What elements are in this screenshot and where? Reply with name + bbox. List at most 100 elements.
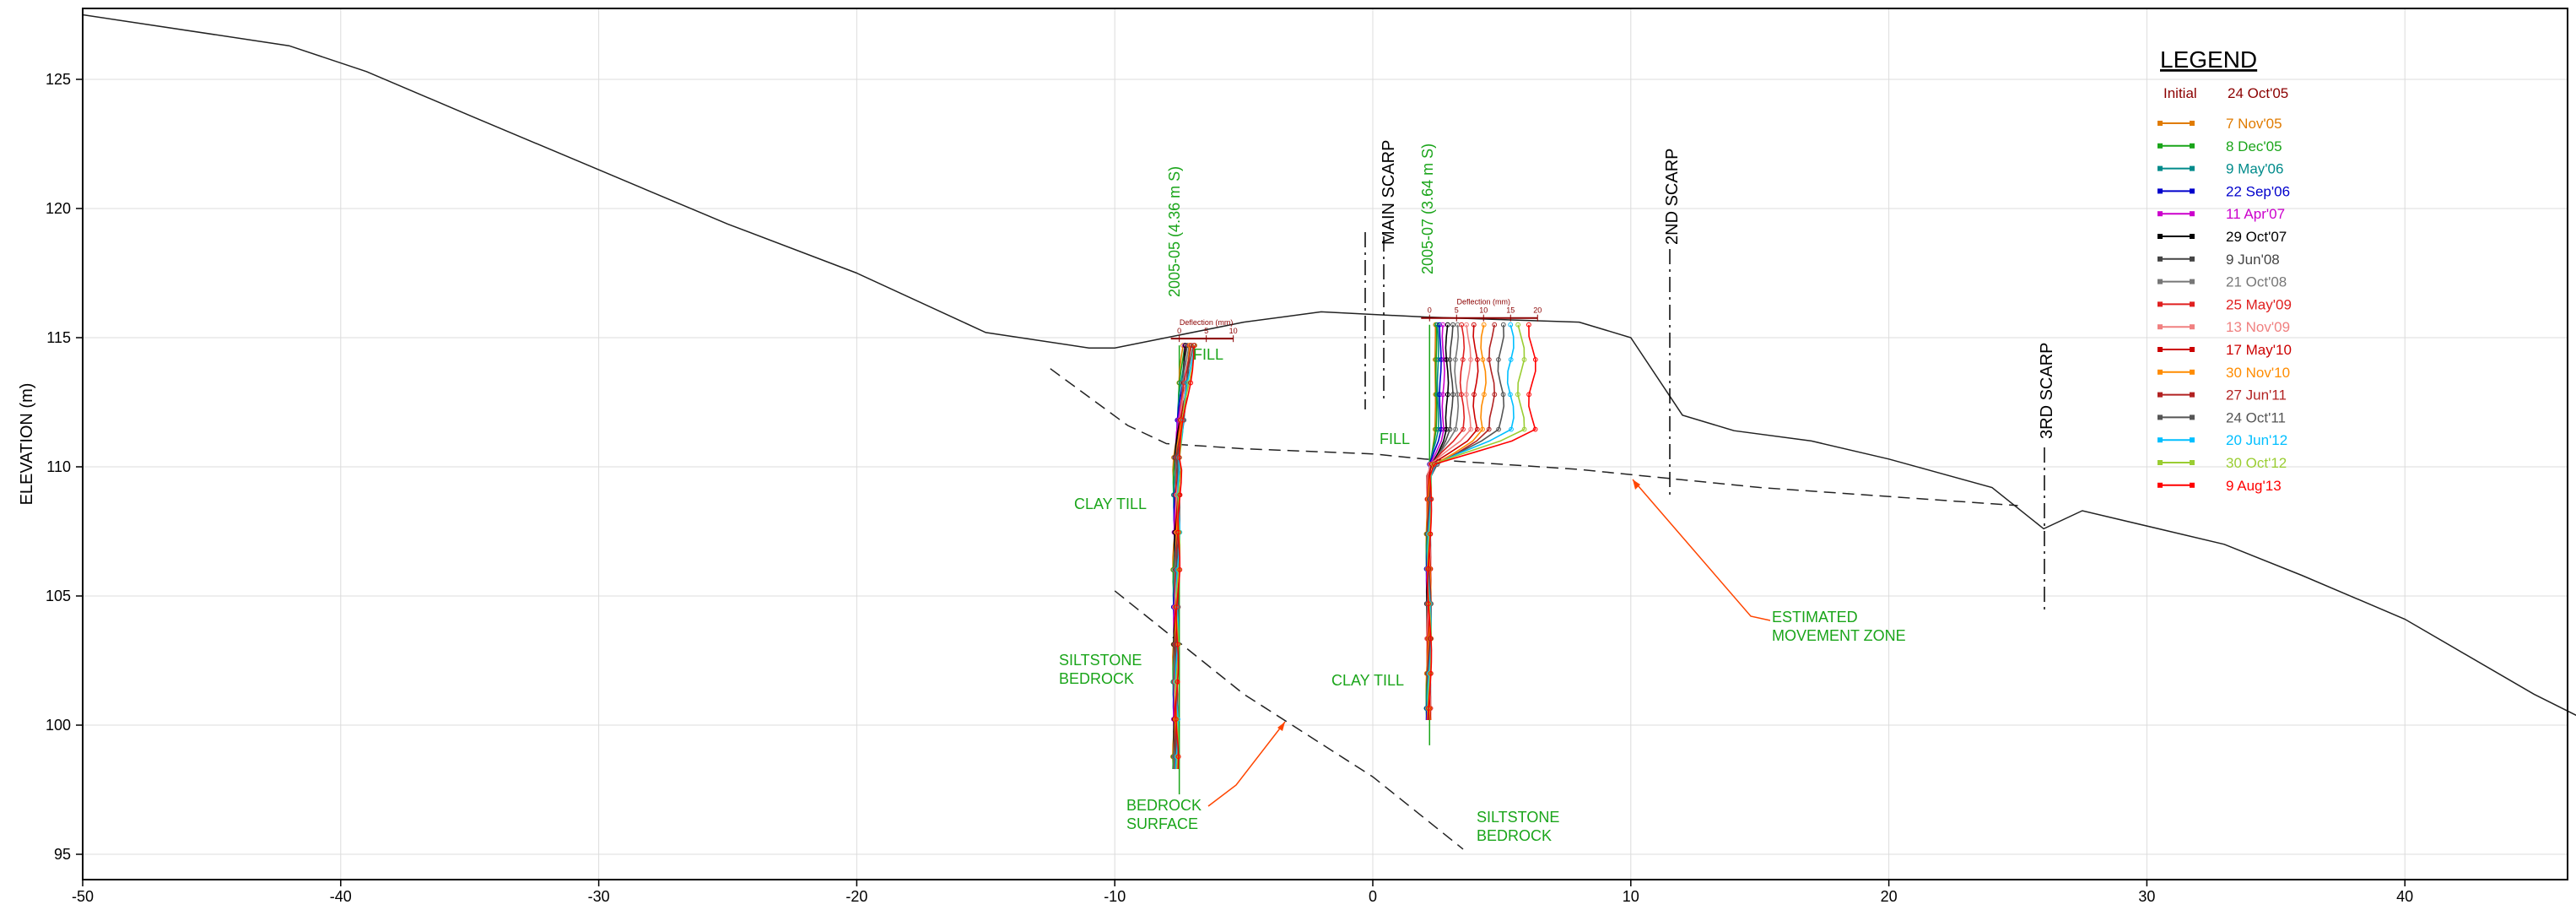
- y-tick-label: 105: [46, 588, 71, 604]
- legend-entry-label: 30 Oct'12: [2226, 455, 2287, 471]
- inclinometer-reading-point: [1509, 426, 1514, 432]
- movement-zone-label: ESTIMATED MOVEMENT ZONE: [1772, 609, 1906, 644]
- bedrock-surface-leader: [1207, 721, 1286, 807]
- legend-entry-label: 8 Dec'05: [2226, 138, 2282, 154]
- inclinometer-reading-point: [1468, 357, 1473, 362]
- legend-initial-label: Initial: [2163, 85, 2197, 101]
- legend-entry: 20 Jun'12: [2157, 432, 2287, 448]
- inclinometer-reading-point: [1175, 529, 1181, 535]
- inclinometer-reading-point: [1428, 496, 1434, 502]
- inclinometer-reading-point: [1445, 322, 1450, 328]
- inclinometer-reading-point: [1482, 392, 1487, 398]
- y-tick-label: 120: [46, 200, 71, 217]
- legend-entry-label: 27 Jun'11: [2226, 387, 2287, 404]
- inclinometer-reading-point: [1486, 426, 1492, 432]
- inclinometer-reading-point: [1437, 322, 1442, 328]
- legend-swatch-marker: [2157, 256, 2163, 262]
- inclinometer-reading-point: [1526, 392, 1531, 398]
- clay-till-label-left: CLAY TILL: [1074, 496, 1147, 512]
- legend-entry: 24 Oct'11: [2157, 409, 2286, 425]
- legend-entry: 13 Nov'09: [2157, 319, 2290, 335]
- legend-entry: 17 May'10: [2157, 342, 2292, 358]
- legend-swatch-marker: [2157, 414, 2163, 420]
- inclinometer-reading-point: [1464, 392, 1469, 398]
- legend-entry: 30 Oct'12: [2157, 455, 2287, 471]
- legend-swatch-marker: [2157, 121, 2163, 126]
- x-tick-label: -10: [1104, 888, 1126, 905]
- inclinometer-reading-point: [1440, 392, 1445, 398]
- inclinometer-reading-point: [1191, 343, 1197, 349]
- deflection-tick-label: 15: [1506, 306, 1515, 315]
- movement-zone-arrowhead: [1633, 479, 1640, 490]
- y-tick-label: 95: [54, 846, 71, 863]
- legend-entry-label: 9 May'06: [2226, 161, 2283, 177]
- inclinometer-reading-point: [1521, 426, 1527, 432]
- legend-swatch-marker: [2190, 414, 2195, 420]
- inclinometer-reading-point: [1475, 357, 1480, 362]
- inclinometer-reading-point: [1480, 357, 1486, 362]
- inclinometer-reading-point: [1468, 426, 1474, 432]
- inclinometer-reading-point: [1480, 426, 1485, 432]
- axes: -50 -40 -30 -20 -10 0 10 20 30 401251201151101051…: [18, 8, 2568, 905]
- legend-swatch-marker: [2190, 482, 2195, 488]
- inclinometer-reading-point: [1492, 392, 1498, 398]
- inclinometer-reading-point: [1435, 357, 1441, 362]
- legend-swatch-marker: [2157, 437, 2163, 443]
- legend-swatch-marker: [2157, 392, 2163, 398]
- inclinometer-reading-point: [1521, 357, 1527, 362]
- legend-swatch-marker: [2190, 324, 2195, 330]
- inclinometer-reading-line: [1427, 324, 1536, 720]
- legend-swatch-marker: [2190, 188, 2195, 194]
- x-tick-label: -40: [330, 888, 352, 905]
- legend-swatch-marker: [2190, 143, 2195, 149]
- inclinometer-reading-point: [1496, 426, 1501, 432]
- inclinometer-reading-point: [1508, 357, 1514, 362]
- legend-entry: 9 May'06: [2157, 161, 2283, 177]
- legend-entry-label: 21 Oct'08: [2226, 274, 2287, 290]
- inclinometer-right-title: 2005-07 (3.64 m S): [1419, 144, 1436, 274]
- legend-entry-label: 20 Jun'12: [2226, 432, 2287, 448]
- x-tick-label: 40: [2396, 888, 2413, 905]
- deflection-tick-label: 5: [1204, 327, 1208, 335]
- inclinometer-reading-point: [1459, 322, 1465, 328]
- x-tick-label: -30: [588, 888, 610, 905]
- inclinometer-reading-point: [1428, 670, 1434, 676]
- deflection-tick-label: 20: [1533, 306, 1542, 315]
- legend-entry: 25 May'09: [2157, 296, 2292, 312]
- inclinometer-reading-point: [1175, 679, 1180, 685]
- third-scarp-label: 3RD SCARP: [2038, 343, 2056, 439]
- inclinometer-reading-point: [1474, 426, 1480, 432]
- legend-title: LEGEND: [2160, 46, 2257, 73]
- fill-label-left: FILL: [1193, 346, 1223, 363]
- legend-swatch-marker: [2190, 121, 2195, 126]
- plot-frame: [82, 8, 2568, 880]
- legend-entry: 30 Nov'10: [2157, 365, 2290, 381]
- ground-surface-line: [82, 14, 2576, 717]
- legend-entry: 7 Nov'05: [2157, 116, 2282, 132]
- inclinometer-reading-point: [1173, 717, 1179, 722]
- inclinometer-reading-point: [1472, 392, 1477, 398]
- x-tick-label: 10: [1623, 888, 1639, 905]
- inclinometer-reading-point: [1526, 322, 1531, 328]
- legend-entry-label: 22 Sep'06: [2226, 183, 2290, 199]
- legend-swatch-marker: [2157, 347, 2163, 352]
- inclinometer-reading-point: [1428, 531, 1434, 537]
- deflection-title: Deflection (mm): [1180, 318, 1234, 327]
- bedrock-surface-label: BEDROCK SURFACE: [1126, 797, 1202, 832]
- legend-swatch-marker: [2157, 324, 2163, 330]
- legend-swatch-marker: [2157, 301, 2163, 307]
- legend-entry: 22 Sep'06: [2157, 183, 2290, 199]
- movement-zone-leader: [1632, 479, 1771, 621]
- inclinometer-reading-point: [1460, 357, 1466, 362]
- y-tick-label: 125: [46, 71, 71, 88]
- legend-swatch-marker: [2190, 279, 2195, 284]
- inclinometer-reading-point: [1428, 636, 1434, 642]
- inclinometer-reading-point: [1500, 392, 1506, 398]
- inclinometer-reading-point: [1445, 392, 1450, 398]
- inclinometer-reading-point: [1425, 566, 1431, 571]
- inclinometer-reading-point: [1177, 492, 1183, 498]
- inclinometer-reading-point: [1453, 357, 1458, 362]
- deflection-tick-label: 5: [1455, 306, 1459, 315]
- inclinometer-reading-point: [1486, 357, 1492, 362]
